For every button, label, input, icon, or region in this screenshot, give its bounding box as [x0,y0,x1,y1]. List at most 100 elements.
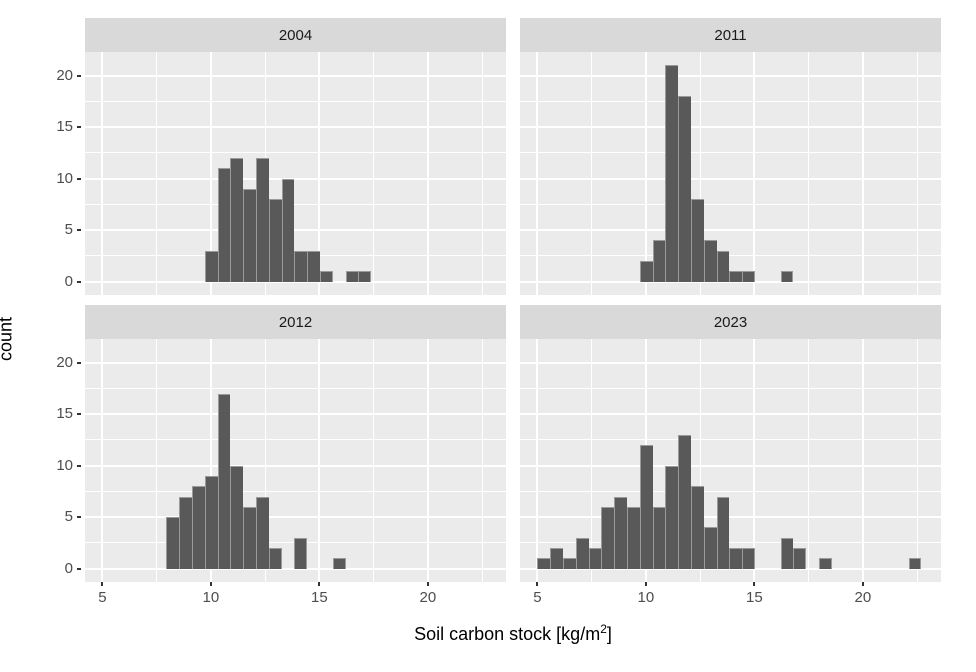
gridline-minor-horizontal [520,100,941,102]
gridline-major-horizontal [520,229,941,232]
x-axis-tick-mark [861,582,864,586]
histogram-bar [780,537,794,569]
histogram-bar [652,240,666,282]
y-axis-tick-mark [77,361,81,364]
histogram-bar [217,168,231,282]
gridline-minor-vertical [916,339,918,582]
histogram-bar [191,486,205,569]
histogram-bar [166,517,180,569]
y-axis-tick-mark [77,177,81,180]
histogram-bar [652,506,666,569]
x-tick-label: 15 [311,589,328,606]
histogram-bar [537,558,551,569]
histogram-bar [575,537,589,569]
histogram-bar [320,271,333,282]
gridline-minor-horizontal [520,542,941,544]
y-axis-tick-mark [77,126,81,129]
gridline-major-horizontal [85,567,506,570]
x-tick-label: 5 [533,589,542,606]
histogram-bar [256,158,269,282]
y-tick-label: 20 [56,66,73,84]
gridline-major-horizontal [85,413,506,416]
gridline-minor-horizontal [520,439,941,441]
y-axis-tick-mark [77,229,81,232]
gridline-minor-vertical [916,52,918,295]
histogram-bar [678,434,691,569]
histogram-bar [729,271,743,282]
panel-2023 [520,339,941,582]
gridline-major-vertical [536,339,539,582]
x-tick-label: 5 [98,589,107,606]
histogram-bar [204,250,218,282]
gridline-major-horizontal [520,464,941,467]
histogram-bar [691,486,704,569]
gridline-major-vertical [861,52,864,295]
y-tick-label: 20 [56,353,73,371]
gridline-major-horizontal [520,361,941,364]
gridline-minor-horizontal [85,203,506,205]
gridline-major-vertical [101,339,104,582]
facet-strip-2012: 2012 [85,305,506,339]
histogram-bar [639,445,653,569]
y-axis-tick-mark [77,516,81,519]
histogram-bar [217,393,231,569]
histogram-bar [665,65,679,282]
gridline-minor-vertical [373,339,375,582]
histogram-bar [345,271,359,282]
x-axis-tick-mark [209,582,212,586]
gridline-minor-vertical [481,52,483,295]
histogram-bar [268,199,282,282]
x-axis-title: Soil carbon stock [kg/m2] [333,622,693,648]
gridline-major-horizontal [520,413,941,416]
gridline-minor-vertical [591,339,593,582]
histogram-bar [678,96,691,282]
gridline-minor-horizontal [520,152,941,154]
gridline-major-horizontal [85,280,506,283]
histogram-bar [332,558,346,569]
histogram-bar [256,496,269,569]
histogram-bar [230,465,244,569]
gridline-minor-horizontal [85,387,506,389]
x-tick-label: 15 [746,589,763,606]
x-tick-label: 20 [419,589,437,606]
histogram-bar [294,250,308,282]
gridline-major-vertical [318,339,321,582]
x-axis-tick-mark [101,582,104,586]
histogram-bar [307,250,321,282]
gridline-minor-vertical [156,52,158,295]
histogram-bar [601,506,615,569]
x-axis-tick-mark [426,582,429,586]
histogram-bar [819,558,832,569]
gridline-major-vertical [101,52,104,295]
gridline-minor-vertical [156,339,158,582]
histogram-bar [294,537,308,569]
x-tick-label: 10 [637,589,655,606]
gridline-minor-vertical [808,339,810,582]
histogram-bar [588,548,602,569]
x-tick-label: 20 [854,589,872,606]
histogram-bar [562,558,576,569]
y-axis-tick-mark [77,413,81,416]
gridline-major-vertical [209,52,212,295]
gridline-major-horizontal [85,126,506,129]
x-axis-title-text: Soil carbon stock [kg/m [414,624,601,644]
y-tick-label: 15 [56,118,73,136]
gridline-minor-horizontal [85,490,506,492]
gridline-major-horizontal [85,74,506,77]
x-axis-title-superscript: 2 [600,622,607,636]
gridline-minor-vertical [373,52,375,295]
gridline-major-vertical [426,339,429,582]
histogram-bar [780,271,794,282]
x-axis-tick-mark [644,582,647,586]
y-tick-label: 10 [56,169,73,187]
histogram-bar [268,548,282,569]
facet-strip-label: 2011 [714,26,747,44]
histogram-bar [716,496,730,569]
gridline-major-vertical [209,339,212,582]
histogram-bar [703,240,717,282]
histogram-bar [639,261,653,282]
gridline-minor-horizontal [85,100,506,102]
y-tick-label: 15 [56,405,73,423]
panel-2011 [520,52,941,295]
